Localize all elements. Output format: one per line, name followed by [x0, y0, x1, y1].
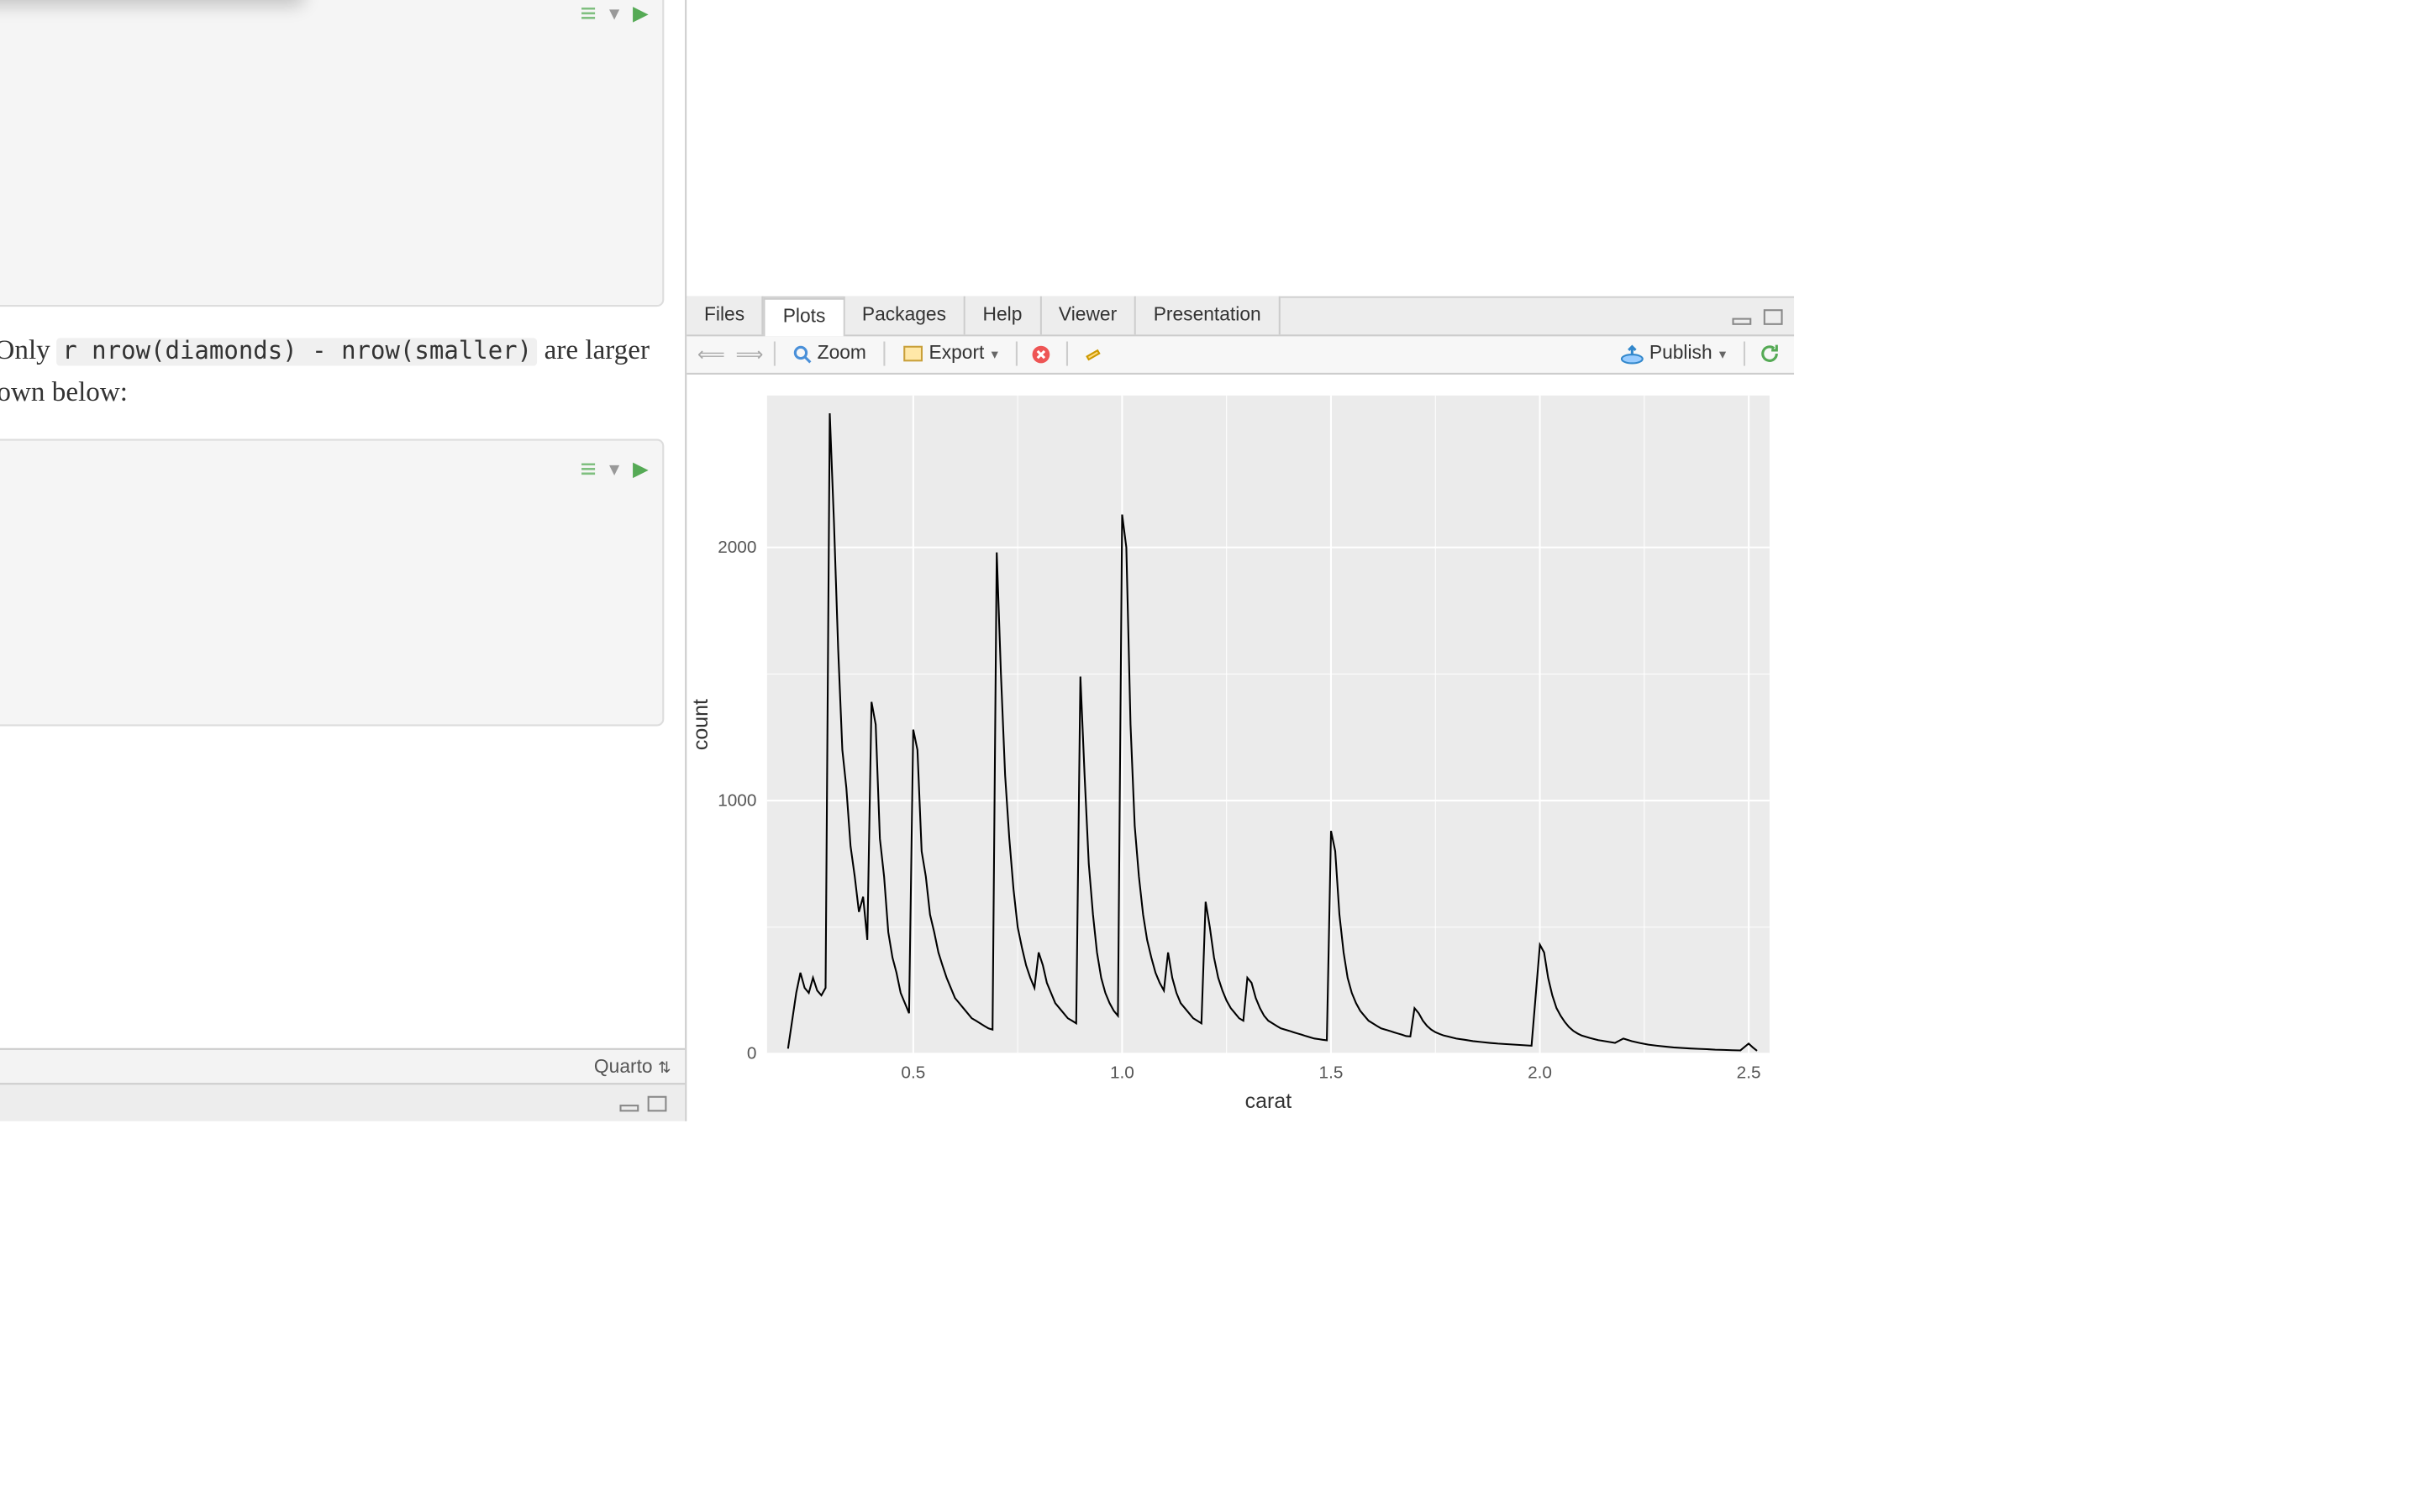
freqpoly-plot: 0.5 1.0 1.5 2.0 2.5 0 1000 2000 carat count [687, 381, 1787, 1115]
svg-text:0.5: 0.5 [901, 1063, 925, 1082]
run-chunk-icon[interactable]: ▶ [633, 0, 649, 32]
svg-text:count: count [689, 698, 713, 749]
minimize-icon[interactable] [1728, 302, 1755, 330]
svg-text:0: 0 [747, 1043, 757, 1063]
maximize-icon[interactable] [1760, 302, 1787, 330]
viewer-pane-tabs: Files Plots Packages Help Viewer Present… [687, 297, 1794, 336]
refresh-icon[interactable] [1755, 340, 1783, 368]
publish-plot-button[interactable]: Publish▾ [1612, 342, 1733, 366]
editor-statusbar: (Top Level) ⇅ Quarto ⇅ [0, 1048, 685, 1083]
run-chunk-icon[interactable]: ▶ [633, 451, 649, 488]
plot-area: 0.5 1.0 1.5 2.0 2.5 0 1000 2000 carat count [687, 374, 1794, 1121]
export-button[interactable]: Export▾ [896, 342, 1005, 366]
tab-viewer[interactable]: Viewer [1041, 296, 1136, 334]
svg-text:carat: carat [1245, 1089, 1292, 1112]
svg-text:1000: 1000 [718, 790, 756, 810]
run-above-icon[interactable]: ▾ [607, 0, 623, 32]
tab-files[interactable]: Files [687, 296, 764, 334]
svg-text:2000: 2000 [718, 537, 756, 556]
code-chunk-setup[interactable]: ≡ ▾ ▶ {r} #| label: setup #| include: fa… [0, 0, 664, 307]
svg-text:2.0: 2.0 [1528, 1063, 1552, 1082]
console-tab[interactable]: Console [0, 1083, 685, 1121]
plot-prev-icon[interactable]: ⟸ [697, 340, 725, 368]
minimize-icon[interactable] [615, 1089, 643, 1116]
plots-toolbar: ⟸ ⟹ Zoom Export▾ Publish▾ [687, 336, 1794, 375]
maximize-icon[interactable] [643, 1089, 671, 1116]
prose-paragraph[interactable]: We have data about r nrow(diamonds) diam… [0, 331, 664, 414]
clear-plots-icon[interactable] [1078, 340, 1106, 368]
svg-text:1.5: 1.5 [1319, 1063, 1344, 1082]
run-above-icon[interactable]: ▾ [607, 451, 623, 488]
doc-type-picker[interactable]: Quarto ⇅ [594, 1056, 671, 1077]
code-chunk-plot[interactable]: ≡ ▾ ▶ {r} #| label: plot-smaller-diamond… [0, 439, 664, 727]
svg-text:2.5: 2.5 [1737, 1063, 1761, 1082]
source-editor[interactable]: Use Visual Editor⇧⌘F4 Preview in Window … [0, 0, 685, 1048]
zoom-button[interactable]: Zoom [786, 342, 873, 366]
tab-plots[interactable]: Plots [764, 297, 844, 336]
remove-plot-icon[interactable] [1028, 340, 1055, 368]
tab-help[interactable]: Help [965, 296, 1041, 334]
plot-next-icon[interactable]: ⟹ [735, 340, 763, 368]
tab-presentation[interactable]: Presentation [1136, 296, 1280, 334]
chunk-options-icon[interactable]: ≡ [581, 451, 597, 488]
tab-packages[interactable]: Packages [844, 296, 965, 334]
chunk-options-icon[interactable]: ≡ [581, 0, 597, 32]
svg-text:1.0: 1.0 [1110, 1063, 1134, 1082]
